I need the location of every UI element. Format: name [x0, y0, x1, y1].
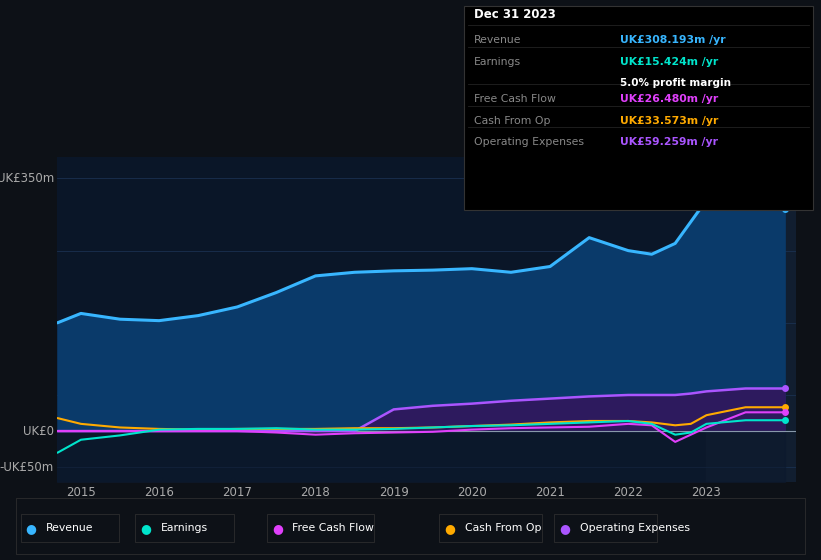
- Text: UK£308.193m /yr: UK£308.193m /yr: [620, 35, 726, 45]
- Text: Earnings: Earnings: [161, 523, 208, 533]
- Text: ●: ●: [272, 521, 283, 535]
- Text: Free Cash Flow: Free Cash Flow: [292, 523, 374, 533]
- Text: Revenue: Revenue: [474, 35, 521, 45]
- Text: ●: ●: [25, 521, 37, 535]
- Text: Dec 31 2023: Dec 31 2023: [474, 8, 556, 21]
- Bar: [706, 157, 796, 482]
- Text: ●: ●: [140, 521, 152, 535]
- Text: UK£33.573m /yr: UK£33.573m /yr: [620, 115, 718, 125]
- Text: UK£59.259m /yr: UK£59.259m /yr: [620, 137, 718, 147]
- Text: UK£15.424m /yr: UK£15.424m /yr: [620, 57, 718, 67]
- Text: UK£0: UK£0: [23, 424, 54, 437]
- Text: Operating Expenses: Operating Expenses: [580, 523, 690, 533]
- Text: -UK£50m: -UK£50m: [0, 461, 54, 474]
- Text: UK£26.480m /yr: UK£26.480m /yr: [620, 94, 718, 104]
- Text: Cash From Op: Cash From Op: [474, 115, 550, 125]
- Text: Cash From Op: Cash From Op: [465, 523, 541, 533]
- Text: 5.0% profit margin: 5.0% profit margin: [620, 78, 731, 88]
- Text: Earnings: Earnings: [474, 57, 521, 67]
- Text: UK£350m: UK£350m: [0, 172, 54, 185]
- Text: Operating Expenses: Operating Expenses: [474, 137, 584, 147]
- Text: ●: ●: [444, 521, 456, 535]
- Text: Revenue: Revenue: [46, 523, 94, 533]
- Text: ●: ●: [559, 521, 571, 535]
- Text: Free Cash Flow: Free Cash Flow: [474, 94, 556, 104]
